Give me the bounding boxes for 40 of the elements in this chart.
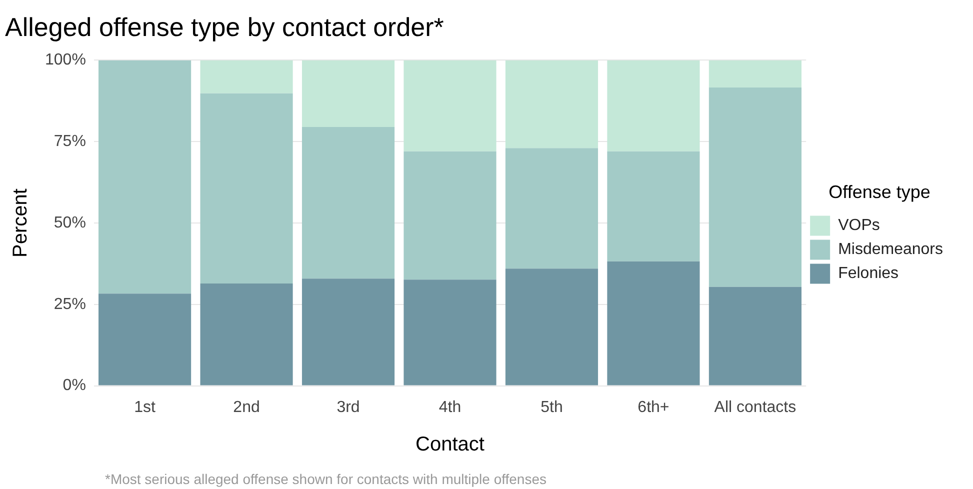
bar: [708, 88, 802, 287]
x-tick-label: 4th: [438, 398, 462, 416]
x-tick-label: 6th+: [638, 398, 670, 416]
bar: [302, 278, 395, 386]
y-axis-title: Percent: [10, 188, 32, 258]
legend-label: VOPs: [838, 217, 880, 234]
x-tick-label: All contacts: [714, 398, 796, 416]
y-tick-label: 25%: [54, 296, 86, 313]
bar: [708, 60, 802, 88]
x-axis-title: Contact: [416, 434, 485, 456]
x-tick-label: 5th: [540, 398, 563, 416]
bar: [302, 60, 395, 127]
bar: [200, 60, 293, 94]
y-tick-label: 0%: [62, 377, 86, 394]
bar: [607, 60, 700, 152]
bar: [505, 60, 598, 148]
bar: [404, 60, 496, 152]
x-tick-label: 1st: [134, 398, 156, 416]
bar: [200, 93, 293, 284]
bar: [98, 294, 192, 386]
bar: [505, 268, 598, 386]
y-tick-label: 100%: [45, 52, 86, 69]
bar: [404, 280, 496, 386]
bar: [505, 148, 598, 269]
chart-title: Alleged offense type by contact order*: [5, 12, 444, 42]
bar: [200, 284, 293, 386]
bar: [607, 261, 700, 386]
legend-title: Offense type: [828, 182, 930, 202]
bar: [302, 126, 395, 279]
bar: [404, 151, 496, 280]
bar: [708, 286, 802, 386]
x-tick-label: 2nd: [233, 398, 260, 416]
bar: [98, 60, 192, 294]
y-tick-label: 75%: [54, 133, 86, 150]
legend-label: Misdemeanors: [838, 241, 944, 258]
x-tick-label: 3rd: [336, 398, 360, 416]
bar: [607, 151, 700, 262]
text: *Most serious alleged offense shown for contacts with multiple offenses: [105, 471, 546, 487]
y-tick-label: 50%: [54, 214, 86, 232]
legend-label: Felonies: [838, 265, 899, 282]
